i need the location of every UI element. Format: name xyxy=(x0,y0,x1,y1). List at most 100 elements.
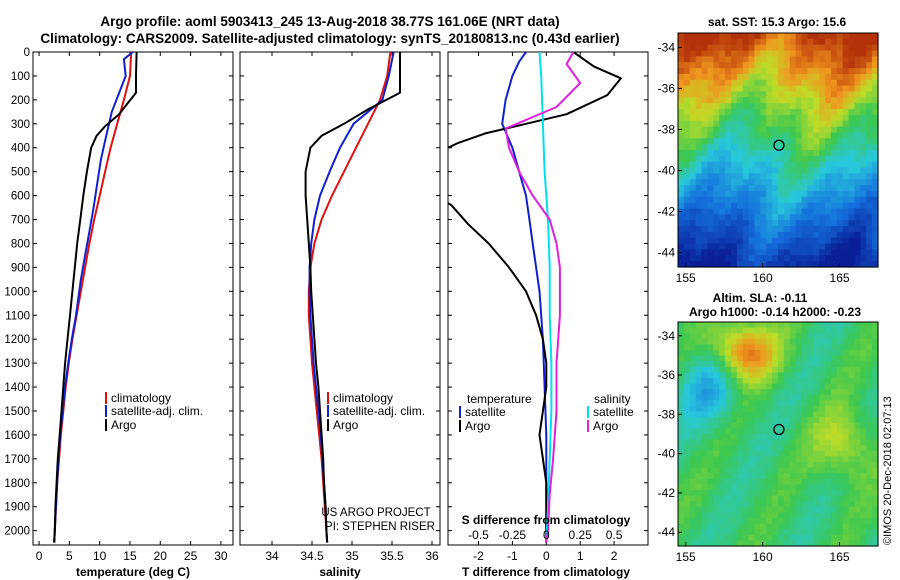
map-cell xyxy=(760,261,767,268)
map-cell xyxy=(748,439,756,446)
map-cell xyxy=(730,33,738,40)
map-cell xyxy=(813,439,820,446)
map-cell xyxy=(778,62,785,69)
map-cell xyxy=(860,33,867,40)
map-cell xyxy=(683,422,691,429)
map-cell xyxy=(778,506,785,513)
map-cell xyxy=(742,322,750,329)
map-cell xyxy=(836,185,844,192)
map-cell xyxy=(719,179,726,186)
map-cell xyxy=(719,255,726,262)
map-cell xyxy=(807,478,814,485)
map-cell xyxy=(830,62,838,69)
map-cell xyxy=(772,155,779,163)
map-cell xyxy=(742,185,750,192)
map-cell xyxy=(789,261,797,268)
map-cell xyxy=(701,450,709,457)
map-cell xyxy=(742,226,750,233)
map-cell xyxy=(848,389,856,396)
map-cell xyxy=(801,462,809,469)
map-cell xyxy=(736,417,744,424)
map-cell xyxy=(742,400,750,407)
map-cell xyxy=(713,372,720,379)
map-cell xyxy=(801,103,809,110)
map-cell xyxy=(760,518,767,525)
map-cell xyxy=(789,406,797,413)
map-cell xyxy=(766,434,773,441)
map-cell xyxy=(830,512,838,519)
map-cell xyxy=(707,44,714,52)
map-cell xyxy=(848,495,856,502)
map-cell xyxy=(842,126,850,134)
map-cell xyxy=(748,214,756,221)
map-cell xyxy=(819,120,826,128)
map-cell xyxy=(766,422,773,429)
map-cell xyxy=(748,155,756,163)
map-cell xyxy=(854,79,861,87)
map-cell xyxy=(866,68,873,75)
map-cell xyxy=(860,202,867,210)
map-cell xyxy=(825,355,832,362)
map-cell xyxy=(754,144,761,151)
x-tick-label: 35.5 xyxy=(380,549,404,563)
map-cell xyxy=(760,161,767,169)
map-cell xyxy=(736,103,744,110)
map-cell xyxy=(719,161,726,169)
map-cell xyxy=(713,173,720,180)
map-cell xyxy=(807,327,814,334)
map-cell xyxy=(748,529,756,536)
map-cell xyxy=(748,484,756,491)
map-cell xyxy=(778,196,785,204)
map-cell xyxy=(778,490,785,497)
map-cell xyxy=(683,350,691,357)
map-cell xyxy=(683,439,691,446)
map-cell xyxy=(783,378,791,385)
map-cell xyxy=(736,144,744,151)
map-cell xyxy=(789,411,797,418)
map-cell xyxy=(695,400,703,407)
map-cell xyxy=(801,33,809,40)
map-cell xyxy=(807,506,814,513)
map-cell xyxy=(813,445,820,452)
map-cell xyxy=(825,62,832,69)
map-cell xyxy=(736,490,744,497)
map-cell xyxy=(772,428,779,435)
map-cell xyxy=(707,338,714,345)
map-cell xyxy=(807,150,814,157)
series-line-argo xyxy=(53,52,138,543)
map-cell xyxy=(678,322,685,329)
map-cell xyxy=(836,132,844,139)
map-cell xyxy=(842,417,850,424)
map-cell xyxy=(707,62,714,69)
map-cell xyxy=(695,202,703,210)
map-cell xyxy=(860,490,867,497)
map-cell xyxy=(713,445,720,452)
map-cell xyxy=(819,231,826,239)
map-cell xyxy=(742,38,750,46)
salinity-legend: climatology satellite-adj. clim. Argo xyxy=(327,391,425,432)
map-cell xyxy=(866,161,873,169)
map-cell xyxy=(872,394,879,401)
map-cell xyxy=(736,97,744,104)
map-cell xyxy=(678,231,685,239)
map-cell xyxy=(695,361,703,368)
map-cell xyxy=(813,506,820,513)
map-cell xyxy=(848,97,856,104)
map-cell xyxy=(760,255,767,262)
map-cell xyxy=(772,434,779,441)
map-cell xyxy=(713,38,720,46)
map-cell xyxy=(866,428,873,435)
map-cell xyxy=(854,150,861,157)
map-cell xyxy=(730,68,738,75)
map-cell xyxy=(813,518,820,525)
map-cell xyxy=(725,97,732,104)
pressure-tick-label: 1600 xyxy=(4,430,30,442)
map-cell xyxy=(748,173,756,180)
map-cell xyxy=(678,523,685,530)
map-cell xyxy=(842,226,850,233)
map-cell xyxy=(836,344,844,351)
map-cell xyxy=(789,518,797,525)
map-cell xyxy=(748,185,756,192)
map-cell xyxy=(701,366,709,373)
map-cell xyxy=(742,62,750,69)
